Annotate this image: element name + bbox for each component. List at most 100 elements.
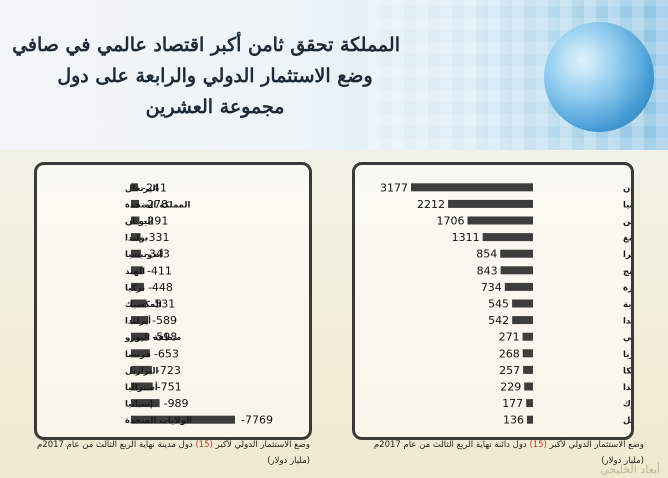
creditors-caption-before: وضع الاستثمار الدولي لأكبر [549, 440, 644, 450]
debtors-category-label: المملكة المتحدة [125, 200, 190, 210]
debtors-caption: وضع الاستثمار الدولي لأكبر (15) دول مدين… [37, 437, 310, 469]
debtors-value-label: -291 [143, 215, 168, 228]
debtors-bar [131, 382, 153, 391]
debtors-category-label: فرنسا [125, 350, 151, 360]
creditors-bar [523, 365, 533, 374]
title-line-2: وضع الاستثمار الدولي والرابعة على دول [57, 65, 373, 87]
debtors-category-label: الهند [125, 267, 145, 277]
creditors-caption: وضع الاستثمار الدولي لأكبر (15) دول دائن… [374, 437, 644, 469]
debtors-bar [131, 183, 138, 192]
creditors-category-label: كوريا [623, 350, 631, 360]
creditors-caption-unit: (مليار دولار) [601, 456, 644, 466]
creditors-value-label: 843 [477, 264, 498, 277]
creditors-value-label: 136 [503, 414, 524, 427]
creditors-category-label: هونغ كونغ [623, 234, 631, 244]
creditors-value-label: 177 [502, 397, 523, 410]
debtors-category-label: الولايات المتحدة [125, 416, 192, 426]
creditors-chart: اليابان 3177 ألمانيا 2212 الصين 1706 هونغ كونغ… [380, 181, 631, 427]
creditors-value-label: 1311 [452, 231, 480, 244]
creditors-bar [411, 183, 533, 192]
debtors-category-label: أيرلندا [125, 315, 151, 327]
creditors-bar [500, 266, 533, 275]
debtors-category-label: المكسيك [125, 300, 162, 310]
debtors-bar [131, 332, 149, 341]
globe-icon [544, 22, 654, 132]
creditors-category-label: النرويج [623, 267, 631, 277]
debtors-bar [131, 282, 144, 291]
creditors-category-label: هولندا [623, 317, 631, 327]
debtors-value-label: -531 [150, 298, 175, 311]
debtors-value-label: -751 [157, 381, 182, 394]
debtors-value-label: -343 [145, 248, 170, 261]
debtors-value-label: -653 [154, 347, 179, 360]
debtors-bar [131, 249, 141, 258]
debtors-value-label: -989 [164, 397, 189, 410]
debtors-bar [131, 365, 152, 374]
debtors-value-label: -723 [156, 364, 181, 377]
creditors-category-label: المملكة العربية السعودية [623, 300, 631, 310]
creditors-category-label: سنغافورة [623, 283, 631, 293]
header-banner [0, 0, 668, 150]
creditors-category-label: اليابان [623, 184, 631, 194]
debtors-value-label: -411 [147, 264, 172, 277]
creditors-category-label: إسرائيل [623, 416, 631, 426]
creditors-value-label: 542 [488, 314, 509, 327]
creditors-value-label: 268 [499, 347, 520, 360]
debtors-category-label: بولندا [125, 234, 148, 244]
creditors-bar [467, 216, 533, 225]
creditors-caption-after: دول دائنة نهاية الربع الثالث من عام 2017… [373, 440, 527, 450]
creditors-value-label: 734 [481, 281, 502, 294]
creditors-value-label: 2212 [417, 198, 445, 211]
creditors-category-label: كندا [623, 383, 631, 393]
debtors-category-label: البرازيل [125, 366, 159, 376]
debtors-bar [131, 216, 140, 225]
debtors-bar [131, 415, 235, 424]
creditors-category-label: ألمانيا [623, 198, 631, 210]
creditors-bar [522, 349, 533, 358]
debtors-bar [131, 316, 149, 325]
debtors-value-label: -598 [152, 331, 177, 344]
creditors-caption-num: (15) [529, 440, 547, 450]
creditors-bar [526, 399, 533, 408]
debtors-category-label: أندونيسيا [125, 248, 163, 260]
creditors-value-label: 545 [488, 298, 509, 311]
creditors-bar [504, 282, 533, 291]
creditors-value-label: 3177 [380, 181, 408, 194]
debtors-chart: البرتغال-241 المملكة المتحدة-278 اليونان-2… [124, 181, 273, 426]
creditors-bar [512, 299, 533, 308]
creditors-bar [524, 382, 533, 391]
debtors-value-label: -589 [152, 314, 177, 327]
creditors-caption-line1: وضع الاستثمار الدولي لأكبر (15) دول دائن… [374, 437, 644, 453]
debtors-bar [131, 299, 147, 308]
creditors-bar [512, 316, 533, 325]
debtors-caption-num: (15) [195, 440, 213, 450]
debtors-category-label: اليونان [125, 217, 154, 227]
debtors-chart-panel: البرتغال -241 المملكة المتحدة -278 اليونان -2… [34, 162, 312, 440]
debtors-value-label: -448 [148, 281, 173, 294]
creditors-value-label: 229 [500, 381, 521, 394]
debtors-category-label: البرتغال [125, 184, 159, 194]
debtors-caption-before: وضع الاستثمار الدولي لأكبر [215, 440, 310, 450]
page-title: المملكة تحقق ثامن أكبر اقتصاد عالمي في ص… [12, 30, 400, 123]
creditors-bar [500, 249, 533, 258]
creditors-category-label: سويسرا [623, 250, 631, 260]
debtors-category-label: منطقة اليورو [124, 333, 181, 343]
debtors-bar [131, 399, 160, 408]
creditors-category-label: الاتحاد الروسي [623, 333, 631, 343]
creditors-category-label: الصين [623, 217, 631, 227]
creditors-category-label: بلجيكا [623, 366, 631, 376]
debtors-bar [131, 199, 140, 208]
debtors-category-label: تركيا [125, 283, 145, 293]
debtors-bar [131, 266, 143, 275]
title-line-1: المملكة تحقق ثامن أكبر اقتصاد عالمي في ص… [12, 34, 400, 56]
creditors-value-label: 854 [476, 248, 497, 261]
creditors-bar [527, 415, 533, 424]
creditors-value-label: 271 [499, 331, 520, 344]
title-line-3: مجموعة العشرين [145, 96, 285, 118]
debtors-value-label: -331 [145, 231, 170, 244]
debtors-caption-unit: (مليار دولار) [267, 456, 310, 466]
debtors-value-label: -241 [142, 181, 167, 194]
debtors-caption-line1: وضع الاستثمار الدولي لأكبر (15) دول مدين… [37, 437, 310, 453]
creditors-value-label: 1706 [436, 215, 464, 228]
debtors-category-label: أستراليا [125, 381, 158, 393]
